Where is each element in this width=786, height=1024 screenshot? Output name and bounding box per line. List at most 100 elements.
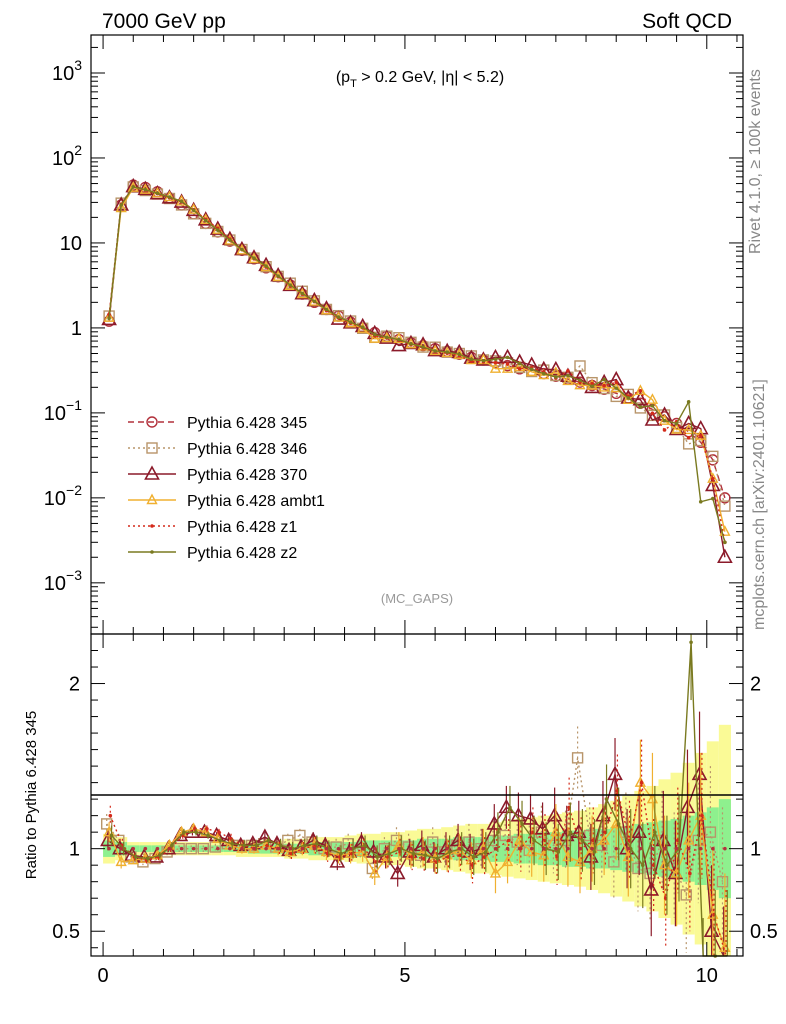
ratio-point-345	[276, 846, 280, 851]
ratio-point-z2	[604, 797, 609, 801]
main-point-z2	[107, 316, 111, 321]
ratio-y-tick-label-left: 1	[69, 839, 80, 861]
ratio-point-z2	[242, 843, 247, 848]
main-point-370	[704, 476, 721, 492]
main-point-z2	[674, 421, 679, 426]
main-point-z2	[155, 191, 160, 196]
ratio-uncertainty-bands	[103, 724, 731, 956]
ratio-point-345	[602, 846, 606, 851]
main-point-ambt1	[707, 472, 719, 483]
main-point-ambt1	[369, 332, 381, 343]
ratio-point-345	[324, 846, 329, 851]
ratio-point-346	[704, 826, 717, 838]
legend-item-345: Pythia 6.428 345	[128, 415, 307, 432]
ratio-point-370	[607, 765, 623, 781]
main-point-ambt1	[224, 233, 236, 245]
main-point-370	[475, 351, 492, 366]
main-series-z1	[107, 185, 727, 545]
legend-swatch-marker	[144, 465, 160, 480]
main-point-ambt1	[296, 287, 308, 299]
main-point-ambt1	[284, 279, 296, 290]
ratio-series-line-z2	[110, 642, 728, 957]
main-point-z2	[723, 540, 727, 545]
ratio-point-345	[638, 846, 643, 851]
ratio-point-345	[433, 846, 437, 851]
ratio-curves	[100, 634, 731, 958]
main-point-z1	[686, 435, 691, 440]
ratio-point-345	[215, 846, 220, 851]
ratio-point-z2	[109, 833, 114, 838]
ratio-point-z1	[700, 813, 704, 818]
ratio-point-346	[499, 829, 511, 842]
analysis-tag: (MC_GAPS)	[381, 591, 453, 606]
ratio-point-z2	[206, 833, 210, 838]
main-point-z2	[336, 315, 341, 319]
ratio-point-345	[397, 846, 401, 851]
main-point-ambt1	[103, 311, 115, 322]
main-point-z2	[348, 320, 353, 324]
ratio-point-z2	[314, 841, 319, 846]
main-point-z2	[602, 377, 606, 382]
main-point-z2	[541, 371, 546, 376]
main-point-ambt1	[260, 260, 272, 272]
ratio-point-ambt1	[369, 866, 381, 878]
main-point-z2	[469, 357, 474, 362]
x-axis: 0 5 10	[98, 35, 738, 987]
main-point-z2	[650, 404, 655, 408]
cut-label: (pT > 0.2 GeV, |η| < 5.2)	[336, 69, 504, 90]
ratio-point-z2	[339, 851, 343, 856]
ratio-point-345	[228, 846, 232, 851]
ratio-point-345	[167, 846, 172, 851]
main-point-z2	[131, 185, 136, 189]
main-point-ambt1	[236, 243, 248, 255]
ratio-point-346	[294, 829, 306, 842]
ratio-y-tick-label-right: 1	[750, 839, 761, 861]
main-point-z1	[602, 383, 606, 388]
main-point-ambt1	[658, 414, 671, 425]
main-point-ambt1	[574, 378, 586, 390]
main-point-ambt1	[272, 270, 284, 281]
ratio-point-345	[300, 846, 305, 851]
ratio-point-345	[554, 846, 558, 851]
main-point-z2	[252, 256, 256, 260]
ratio-point-z2	[411, 851, 416, 856]
ratio-y-tick-label-left: 0.5	[52, 921, 80, 943]
main-point-z1	[650, 411, 655, 416]
ratio-point-z2	[218, 838, 222, 843]
ratio-frame	[90, 633, 744, 957]
ratio-point-z2	[278, 843, 283, 848]
ratio-point-z2	[194, 830, 198, 834]
main-point-ambt1	[526, 365, 538, 377]
ratio-point-346	[185, 842, 197, 855]
legend-label: Pythia 6.428 z1	[187, 519, 297, 536]
main-point-z2	[300, 291, 305, 296]
main-point-346	[719, 500, 731, 512]
main-point-ambt1	[598, 380, 610, 392]
main-point-z1	[517, 367, 522, 371]
main-point-370	[632, 391, 649, 406]
x-tick-label: 5	[399, 965, 410, 987]
legend-item-z2: Pythia 6.428 z2	[128, 545, 297, 562]
main-point-z2	[167, 195, 172, 199]
ratio-point-z2	[266, 838, 271, 843]
main-point-z2	[566, 373, 570, 378]
legend-swatch-marker	[150, 550, 154, 554]
main-point-z2	[590, 384, 594, 389]
main-point-z2	[372, 332, 377, 337]
ratio-point-z2	[665, 863, 669, 867]
x-tick-label: 10	[696, 965, 718, 987]
ratio-point-345	[698, 846, 703, 851]
main-point-370	[644, 411, 661, 426]
ratio-point-z2	[580, 838, 585, 843]
main-y-tick-label: 10	[60, 233, 82, 255]
ratio-y-axis: 0.5 0.5 1 1 2 2	[52, 650, 778, 949]
ratio-point-345	[191, 846, 196, 851]
main-point-z2	[397, 337, 401, 342]
ratio-point-345	[119, 846, 123, 851]
main-point-z2	[228, 238, 232, 242]
ratio-y-axis-label: Ratio to Pythia 6.428 345	[23, 711, 40, 879]
ratio-y-tick-label-right: 0.5	[750, 921, 778, 943]
ratio-point-ambt1	[683, 833, 695, 845]
ratio-series-345	[107, 846, 727, 851]
ratio-point-z2	[520, 822, 524, 826]
